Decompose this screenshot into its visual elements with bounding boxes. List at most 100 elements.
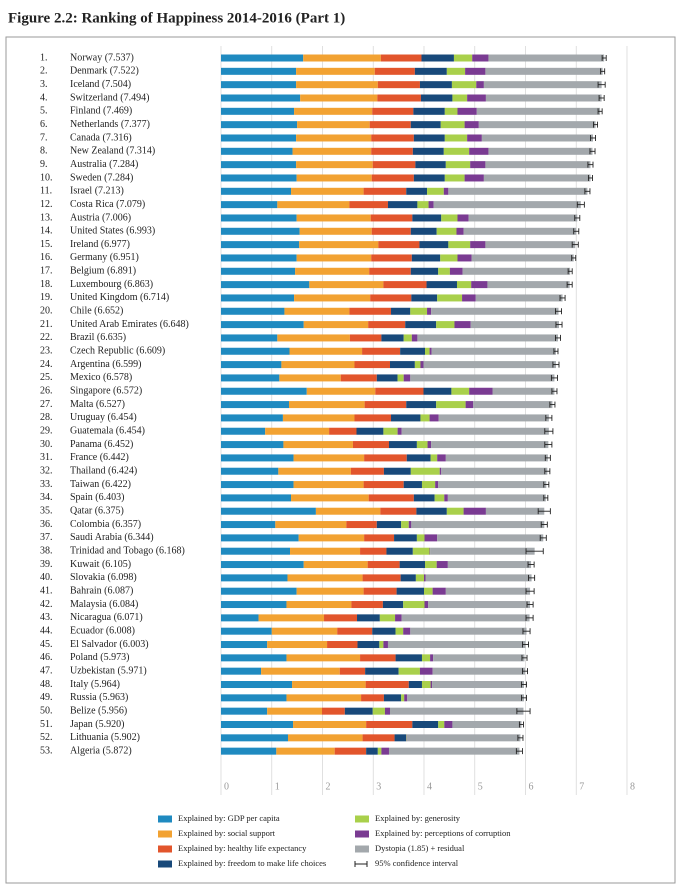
bar-segment — [294, 107, 373, 115]
bar-segment — [432, 587, 446, 595]
category-label: Lithuania (5.902) — [70, 732, 140, 743]
error-bar — [555, 321, 563, 328]
bar-segment — [221, 694, 287, 702]
bar-segment — [372, 707, 385, 715]
legend-label: 95% confidence interval — [375, 858, 459, 868]
bar-segment — [292, 147, 372, 155]
bar-segment — [456, 281, 472, 289]
x-tick-label: 0 — [224, 781, 229, 792]
category-label: Ireland (6.977) — [70, 239, 130, 250]
bar-segment — [221, 134, 297, 142]
bar-segment — [378, 241, 420, 249]
legend-swatch — [158, 860, 172, 868]
error-bar — [571, 254, 577, 261]
category-label: Norway (7.537) — [70, 52, 134, 63]
bar-segment — [221, 561, 304, 569]
error-bar — [597, 81, 606, 88]
bar-segment — [420, 361, 424, 369]
category-label: Canada (7.316) — [70, 132, 132, 143]
rank-label: 43. — [40, 612, 53, 623]
error-bar — [522, 668, 528, 675]
bar-segment — [446, 67, 466, 75]
bar-segment — [397, 427, 402, 435]
error-bar — [549, 401, 556, 408]
error-bar — [554, 308, 562, 315]
bar-segment — [485, 161, 591, 169]
bar-segment — [438, 267, 450, 275]
bar-segment — [487, 281, 570, 289]
category-label: Qatar (6.375) — [70, 506, 124, 517]
bar-segment — [485, 94, 602, 102]
category-label: Italy (5.964) — [70, 679, 120, 690]
bar-segment — [406, 734, 408, 742]
bar-segment — [376, 374, 398, 382]
bar-segment — [366, 747, 378, 755]
bar-segment — [481, 134, 593, 142]
bar-segment — [371, 227, 411, 235]
bar-segment — [221, 427, 266, 435]
bar-segment — [275, 521, 347, 529]
bar-segment — [221, 94, 301, 102]
bar-segment — [221, 627, 272, 635]
bar-segment — [423, 387, 452, 395]
rank-label: 3. — [40, 79, 48, 90]
bar-segment — [395, 614, 402, 622]
bar-segment — [413, 107, 445, 115]
bar-segment — [221, 67, 297, 75]
rank-label: 27. — [40, 399, 53, 410]
legend-label: Explained by: freedom to make life choic… — [178, 858, 326, 868]
bar-segment — [424, 601, 429, 609]
bar-segment — [296, 254, 372, 262]
rank-label: 14. — [40, 226, 53, 237]
bar-segment — [334, 747, 367, 755]
bar-segment — [410, 267, 439, 275]
bar-segment — [454, 321, 471, 329]
bar-segment — [438, 721, 445, 728]
error-bar — [539, 534, 547, 541]
error-bar — [567, 268, 573, 275]
category-label: Mexico (6.578) — [70, 372, 132, 383]
bar-segment — [440, 254, 458, 262]
bar-segment — [221, 641, 268, 649]
bar-segment — [296, 161, 373, 169]
bar-segment — [415, 574, 424, 582]
bar-segment — [440, 121, 465, 129]
category-label: Iceland (7.504) — [70, 79, 131, 90]
bar-segment — [414, 67, 447, 75]
category-label: Malaysia (6.084) — [70, 599, 138, 610]
bar-segment — [221, 681, 293, 689]
category-label: Nicaragua (6.071) — [70, 612, 143, 623]
bar-segment — [306, 387, 376, 395]
frame — [5, 36, 676, 884]
error-bar — [544, 428, 554, 435]
bar-segment — [369, 267, 411, 275]
legend-label: Explained by: perceptions of corruption — [375, 828, 511, 838]
error-bar — [559, 294, 566, 301]
bar-segment — [391, 307, 411, 315]
bar-segment — [428, 601, 531, 609]
bar-segment — [407, 694, 524, 702]
bar-segment — [425, 347, 430, 355]
bar-segment — [351, 601, 383, 609]
category-label: Costa Rica (7.079) — [70, 199, 145, 210]
bar-segment — [380, 54, 422, 62]
error-bar — [576, 201, 585, 208]
category-label: Poland (5.973) — [70, 652, 129, 663]
bar-segment — [265, 427, 330, 435]
error-bar — [522, 628, 531, 635]
bar-segment — [363, 587, 397, 595]
bar-segment — [431, 441, 549, 449]
category-label: Trinidad and Tobago (6.168) — [70, 546, 185, 557]
bar-segment — [469, 147, 489, 155]
bar-segment — [295, 267, 370, 275]
bar-segment — [401, 427, 549, 435]
bar-segment — [456, 227, 464, 235]
rank-label: 34. — [40, 492, 53, 503]
bar-segment — [410, 467, 440, 475]
bar-segment — [406, 401, 437, 409]
bar-segment — [413, 494, 435, 502]
rank-label: 23. — [40, 346, 53, 357]
bar-segment — [221, 281, 310, 289]
error-bar — [601, 55, 607, 61]
bar-segment — [221, 121, 298, 129]
